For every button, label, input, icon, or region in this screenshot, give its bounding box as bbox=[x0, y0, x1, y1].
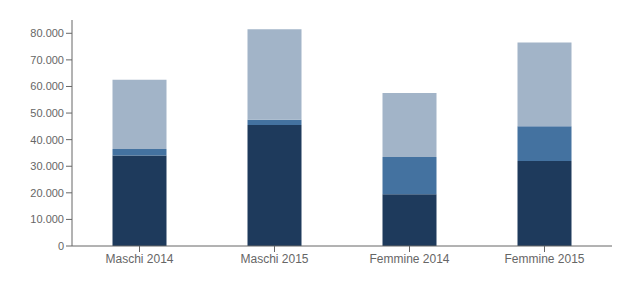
svg-text:Femmine 2014: Femmine 2014 bbox=[369, 252, 449, 266]
svg-text:Femmine 2015: Femmine 2015 bbox=[504, 252, 584, 266]
svg-text:70.000: 70.000 bbox=[30, 54, 64, 66]
svg-text:0: 0 bbox=[58, 240, 64, 252]
svg-text:50.000: 50.000 bbox=[30, 107, 64, 119]
svg-text:Maschi 2014: Maschi 2014 bbox=[105, 252, 173, 266]
svg-text:Maschi 2015: Maschi 2015 bbox=[240, 252, 308, 266]
svg-text:60.000: 60.000 bbox=[30, 80, 64, 92]
svg-text:40.000: 40.000 bbox=[30, 134, 64, 146]
svg-text:30.000: 30.000 bbox=[30, 160, 64, 172]
svg-text:10.000: 10.000 bbox=[30, 213, 64, 225]
svg-text:20.000: 20.000 bbox=[30, 187, 64, 199]
svg-text:80.000: 80.000 bbox=[30, 27, 64, 39]
